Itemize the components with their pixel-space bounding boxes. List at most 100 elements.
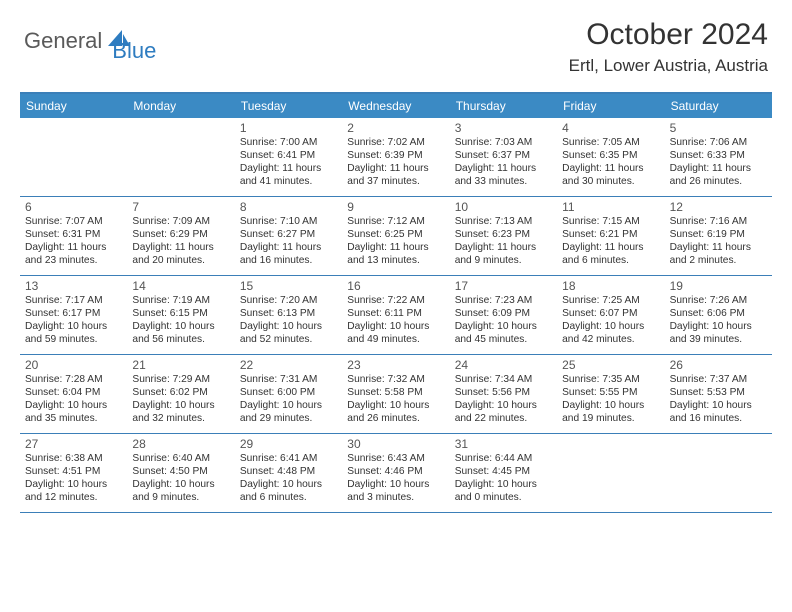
- day-header-cell: Monday: [127, 94, 234, 118]
- day-cell: 14Sunrise: 7:19 AMSunset: 6:15 PMDayligh…: [127, 276, 234, 354]
- day-number: 6: [25, 200, 122, 214]
- day-cell: 29Sunrise: 6:41 AMSunset: 4:48 PMDayligh…: [235, 434, 342, 512]
- day-number: 16: [347, 279, 444, 293]
- day-number: 24: [455, 358, 552, 372]
- empty-cell: [557, 434, 664, 512]
- day-info: Sunrise: 7:15 AMSunset: 6:21 PMDaylight:…: [562, 215, 659, 267]
- day-cell: 10Sunrise: 7:13 AMSunset: 6:23 PMDayligh…: [450, 197, 557, 275]
- location: Ertl, Lower Austria, Austria: [569, 56, 768, 76]
- day-info: Sunrise: 6:44 AMSunset: 4:45 PMDaylight:…: [455, 452, 552, 504]
- day-number: 27: [25, 437, 122, 451]
- week-row: 1Sunrise: 7:00 AMSunset: 6:41 PMDaylight…: [20, 118, 772, 197]
- day-info: Sunrise: 7:26 AMSunset: 6:06 PMDaylight:…: [670, 294, 767, 346]
- day-number: 14: [132, 279, 229, 293]
- week-row: 6Sunrise: 7:07 AMSunset: 6:31 PMDaylight…: [20, 197, 772, 276]
- day-cell: 18Sunrise: 7:25 AMSunset: 6:07 PMDayligh…: [557, 276, 664, 354]
- day-number: 12: [670, 200, 767, 214]
- day-header-row: SundayMondayTuesdayWednesdayThursdayFrid…: [20, 94, 772, 118]
- day-cell: 13Sunrise: 7:17 AMSunset: 6:17 PMDayligh…: [20, 276, 127, 354]
- month-title: October 2024: [569, 18, 768, 52]
- day-cell: 19Sunrise: 7:26 AMSunset: 6:06 PMDayligh…: [665, 276, 772, 354]
- day-info: Sunrise: 7:34 AMSunset: 5:56 PMDaylight:…: [455, 373, 552, 425]
- day-number: 20: [25, 358, 122, 372]
- day-cell: 5Sunrise: 7:06 AMSunset: 6:33 PMDaylight…: [665, 118, 772, 196]
- day-info: Sunrise: 7:35 AMSunset: 5:55 PMDaylight:…: [562, 373, 659, 425]
- day-number: 8: [240, 200, 337, 214]
- day-cell: 25Sunrise: 7:35 AMSunset: 5:55 PMDayligh…: [557, 355, 664, 433]
- day-header-cell: Thursday: [450, 94, 557, 118]
- day-cell: 28Sunrise: 6:40 AMSunset: 4:50 PMDayligh…: [127, 434, 234, 512]
- week-row: 13Sunrise: 7:17 AMSunset: 6:17 PMDayligh…: [20, 276, 772, 355]
- day-info: Sunrise: 7:07 AMSunset: 6:31 PMDaylight:…: [25, 215, 122, 267]
- day-info: Sunrise: 6:40 AMSunset: 4:50 PMDaylight:…: [132, 452, 229, 504]
- day-number: 23: [347, 358, 444, 372]
- logo-text-blue: Blue: [112, 38, 156, 64]
- day-number: 13: [25, 279, 122, 293]
- day-header-cell: Sunday: [20, 94, 127, 118]
- day-number: 5: [670, 121, 767, 135]
- day-cell: 1Sunrise: 7:00 AMSunset: 6:41 PMDaylight…: [235, 118, 342, 196]
- day-info: Sunrise: 6:43 AMSunset: 4:46 PMDaylight:…: [347, 452, 444, 504]
- day-info: Sunrise: 7:16 AMSunset: 6:19 PMDaylight:…: [670, 215, 767, 267]
- day-number: 10: [455, 200, 552, 214]
- day-number: 15: [240, 279, 337, 293]
- day-cell: 23Sunrise: 7:32 AMSunset: 5:58 PMDayligh…: [342, 355, 449, 433]
- day-info: Sunrise: 7:22 AMSunset: 6:11 PMDaylight:…: [347, 294, 444, 346]
- day-cell: 16Sunrise: 7:22 AMSunset: 6:11 PMDayligh…: [342, 276, 449, 354]
- day-cell: 22Sunrise: 7:31 AMSunset: 6:00 PMDayligh…: [235, 355, 342, 433]
- day-number: 22: [240, 358, 337, 372]
- day-cell: 4Sunrise: 7:05 AMSunset: 6:35 PMDaylight…: [557, 118, 664, 196]
- calendar: SundayMondayTuesdayWednesdayThursdayFrid…: [20, 92, 772, 513]
- day-info: Sunrise: 7:06 AMSunset: 6:33 PMDaylight:…: [670, 136, 767, 188]
- empty-cell: [665, 434, 772, 512]
- header: General Blue October 2024 Ertl, Lower Au…: [0, 0, 792, 82]
- day-header-cell: Saturday: [665, 94, 772, 118]
- day-number: 3: [455, 121, 552, 135]
- day-cell: 15Sunrise: 7:20 AMSunset: 6:13 PMDayligh…: [235, 276, 342, 354]
- day-info: Sunrise: 7:25 AMSunset: 6:07 PMDaylight:…: [562, 294, 659, 346]
- day-info: Sunrise: 7:13 AMSunset: 6:23 PMDaylight:…: [455, 215, 552, 267]
- day-info: Sunrise: 7:17 AMSunset: 6:17 PMDaylight:…: [25, 294, 122, 346]
- day-info: Sunrise: 7:20 AMSunset: 6:13 PMDaylight:…: [240, 294, 337, 346]
- day-info: Sunrise: 7:23 AMSunset: 6:09 PMDaylight:…: [455, 294, 552, 346]
- empty-cell: [127, 118, 234, 196]
- day-cell: 8Sunrise: 7:10 AMSunset: 6:27 PMDaylight…: [235, 197, 342, 275]
- day-number: 18: [562, 279, 659, 293]
- day-info: Sunrise: 7:29 AMSunset: 6:02 PMDaylight:…: [132, 373, 229, 425]
- day-info: Sunrise: 7:37 AMSunset: 5:53 PMDaylight:…: [670, 373, 767, 425]
- week-row: 27Sunrise: 6:38 AMSunset: 4:51 PMDayligh…: [20, 434, 772, 513]
- day-number: 25: [562, 358, 659, 372]
- day-cell: 12Sunrise: 7:16 AMSunset: 6:19 PMDayligh…: [665, 197, 772, 275]
- day-info: Sunrise: 6:41 AMSunset: 4:48 PMDaylight:…: [240, 452, 337, 504]
- day-cell: 7Sunrise: 7:09 AMSunset: 6:29 PMDaylight…: [127, 197, 234, 275]
- day-info: Sunrise: 7:28 AMSunset: 6:04 PMDaylight:…: [25, 373, 122, 425]
- day-info: Sunrise: 7:00 AMSunset: 6:41 PMDaylight:…: [240, 136, 337, 188]
- day-number: 7: [132, 200, 229, 214]
- day-cell: 6Sunrise: 7:07 AMSunset: 6:31 PMDaylight…: [20, 197, 127, 275]
- day-cell: 3Sunrise: 7:03 AMSunset: 6:37 PMDaylight…: [450, 118, 557, 196]
- day-cell: 26Sunrise: 7:37 AMSunset: 5:53 PMDayligh…: [665, 355, 772, 433]
- day-info: Sunrise: 7:32 AMSunset: 5:58 PMDaylight:…: [347, 373, 444, 425]
- day-number: 29: [240, 437, 337, 451]
- day-number: 2: [347, 121, 444, 135]
- day-info: Sunrise: 7:19 AMSunset: 6:15 PMDaylight:…: [132, 294, 229, 346]
- day-cell: 31Sunrise: 6:44 AMSunset: 4:45 PMDayligh…: [450, 434, 557, 512]
- day-cell: 21Sunrise: 7:29 AMSunset: 6:02 PMDayligh…: [127, 355, 234, 433]
- week-row: 20Sunrise: 7:28 AMSunset: 6:04 PMDayligh…: [20, 355, 772, 434]
- day-info: Sunrise: 7:31 AMSunset: 6:00 PMDaylight:…: [240, 373, 337, 425]
- day-cell: 27Sunrise: 6:38 AMSunset: 4:51 PMDayligh…: [20, 434, 127, 512]
- day-header-cell: Wednesday: [342, 94, 449, 118]
- day-info: Sunrise: 7:03 AMSunset: 6:37 PMDaylight:…: [455, 136, 552, 188]
- day-cell: 30Sunrise: 6:43 AMSunset: 4:46 PMDayligh…: [342, 434, 449, 512]
- day-number: 31: [455, 437, 552, 451]
- day-number: 21: [132, 358, 229, 372]
- day-number: 26: [670, 358, 767, 372]
- day-cell: 9Sunrise: 7:12 AMSunset: 6:25 PMDaylight…: [342, 197, 449, 275]
- day-number: 9: [347, 200, 444, 214]
- day-number: 1: [240, 121, 337, 135]
- day-number: 28: [132, 437, 229, 451]
- day-header-cell: Friday: [557, 94, 664, 118]
- day-info: Sunrise: 7:10 AMSunset: 6:27 PMDaylight:…: [240, 215, 337, 267]
- day-info: Sunrise: 7:05 AMSunset: 6:35 PMDaylight:…: [562, 136, 659, 188]
- day-number: 19: [670, 279, 767, 293]
